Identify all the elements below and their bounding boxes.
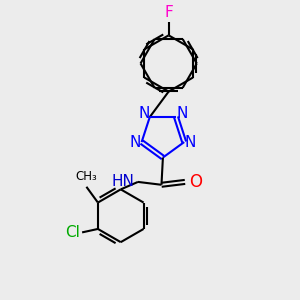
Text: N: N <box>185 135 196 150</box>
Text: Cl: Cl <box>65 226 80 241</box>
Text: N: N <box>130 135 141 150</box>
Text: N: N <box>138 106 150 121</box>
Text: HN: HN <box>112 174 134 189</box>
Text: CH₃: CH₃ <box>75 170 97 183</box>
Text: F: F <box>164 4 173 20</box>
Text: O: O <box>189 173 202 191</box>
Text: N: N <box>176 106 188 121</box>
